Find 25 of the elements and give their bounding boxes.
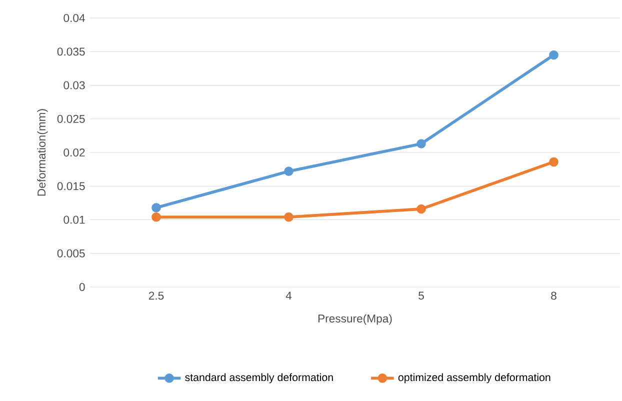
point (152, 202, 161, 212)
x-axis-title: Pressure(Mpa) (318, 314, 392, 325)
y-tick-label: 0.04 (64, 14, 85, 22)
legend-label: optimized assembly deformation (398, 373, 550, 384)
point (549, 157, 558, 167)
y-axis-title: Deformation(mm) (37, 109, 48, 196)
y-tick-label: 0.035 (57, 48, 85, 56)
point (284, 166, 294, 176)
legend-label: standard assembly deformation (185, 373, 333, 384)
y-tick-label: 0.03 (64, 81, 85, 90)
y-tick-label: 0 (79, 283, 85, 292)
point (416, 139, 426, 148)
x-tick-label: 8 (551, 292, 556, 300)
point (284, 212, 294, 222)
y-tick-label: 0.02 (64, 148, 85, 157)
x-tick-label: 5 (418, 292, 424, 300)
point (549, 50, 558, 60)
y-tick-label: 0.005 (57, 249, 85, 258)
point (416, 204, 426, 214)
x-tick-label: 4 (286, 292, 292, 300)
y-tick-label: 0.025 (57, 114, 85, 123)
x-tick-label: 2.5 (148, 292, 164, 300)
y-tick-label: 0.015 (57, 182, 85, 190)
y-tick-label: 0.01 (64, 216, 85, 224)
point (152, 212, 161, 222)
